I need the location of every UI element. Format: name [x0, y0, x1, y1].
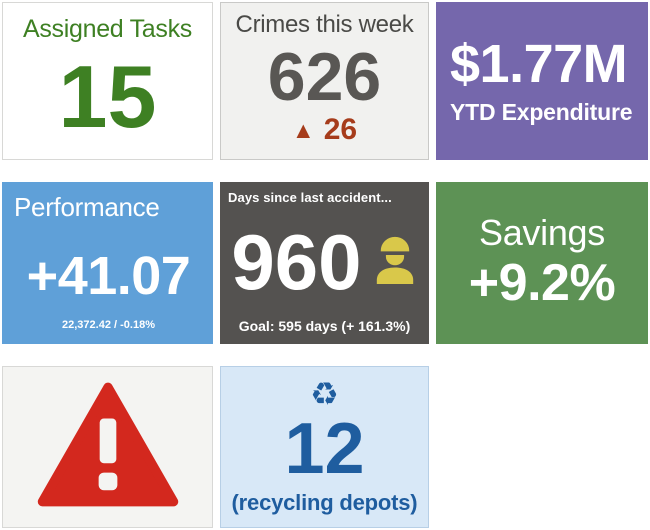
performance-title: Performance: [14, 192, 160, 222]
expenditure-value: $1.77M: [450, 34, 628, 95]
crimes-delta-value: 26: [323, 113, 358, 146]
recycling-icon: ♻: [310, 376, 339, 413]
assigned-tasks-value: 15: [58, 46, 157, 146]
performance-value: +41.07: [26, 246, 191, 306]
indicator-assigned-tasks: Assigned Tasks 15: [2, 2, 213, 160]
accident-value-row: 960: [228, 205, 421, 318]
worker-icon: [372, 234, 418, 289]
warning-icon: [35, 380, 181, 514]
assigned-tasks-title: Assigned Tasks: [22, 15, 193, 43]
accident-value: 960: [231, 217, 362, 306]
triangle-up-icon: ▲: [291, 116, 315, 143]
performance-detail: 22,372.42 / -0.18%: [62, 319, 155, 331]
crimes-title: Crimes this week: [235, 11, 414, 38]
crimes-delta: ▲ 26: [221, 115, 428, 145]
indicator-crimes: Crimes this week 626 ▲ 26: [220, 2, 429, 160]
indicator-recycling: ♻ 12 (recycling depots): [220, 366, 429, 528]
crimes-value: 626: [267, 39, 382, 115]
accident-goal: Goal: 595 days (+ 161.3%): [238, 318, 411, 334]
savings-title: Savings: [479, 212, 605, 254]
indicator-ytd-expenditure: $1.77M YTD Expenditure: [436, 2, 648, 160]
recycling-value: 12: [284, 409, 365, 490]
indicator-warning: [2, 366, 213, 528]
indicator-days-since-accident: Days since last accident... 960 Goal: 59…: [220, 182, 429, 344]
recycling-label: (recycling depots): [231, 489, 418, 515]
accident-title: Days since last accident...: [228, 190, 392, 205]
savings-value: +9.2%: [468, 254, 616, 313]
indicator-performance: Performance +41.07 22,372.42 / -0.18%: [2, 182, 213, 344]
expenditure-label: YTD Expenditure: [450, 98, 633, 125]
indicator-savings: Savings +9.2%: [436, 182, 648, 344]
